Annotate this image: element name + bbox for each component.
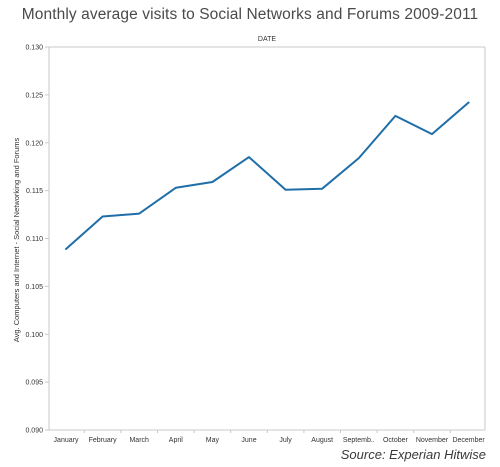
- y-tick-label: 0.110: [26, 236, 43, 243]
- x-tick-label: February: [89, 437, 118, 444]
- y-tick-label: 0.120: [25, 140, 43, 147]
- x-tick-label: November: [416, 437, 449, 444]
- x-tick-label: January: [54, 437, 79, 444]
- x-tick-label: October: [383, 437, 409, 444]
- y-axis-label: Avg. Computers and Internet - Social Net…: [12, 137, 21, 342]
- y-tick-label: 0.115: [26, 188, 43, 195]
- source-note: Source: Experian Hitwise: [340, 447, 486, 462]
- x-tick-label: Septemb..: [343, 437, 375, 444]
- y-tick-label: 0.095: [25, 380, 43, 387]
- y-tick-label: 0.100: [25, 332, 43, 339]
- x-tick-label: June: [241, 437, 256, 444]
- y-tick-label: 0.105: [25, 284, 43, 291]
- x-tick-label: March: [129, 437, 149, 444]
- x-tick-label: December: [452, 437, 485, 444]
- chart-title: Monthly average visits to Social Network…: [21, 6, 479, 23]
- y-tick-label: 0.130: [25, 45, 43, 52]
- x-tick-label: April: [169, 437, 183, 444]
- series-line: [65, 101, 470, 250]
- y-tick-label: 0.090: [25, 428, 43, 435]
- x-tick-label: May: [206, 437, 220, 444]
- header-label: DATE: [258, 36, 276, 43]
- x-tick-label: July: [279, 437, 292, 444]
- x-tick-label: August: [311, 437, 333, 444]
- y-tick-label: 0.125: [25, 92, 43, 99]
